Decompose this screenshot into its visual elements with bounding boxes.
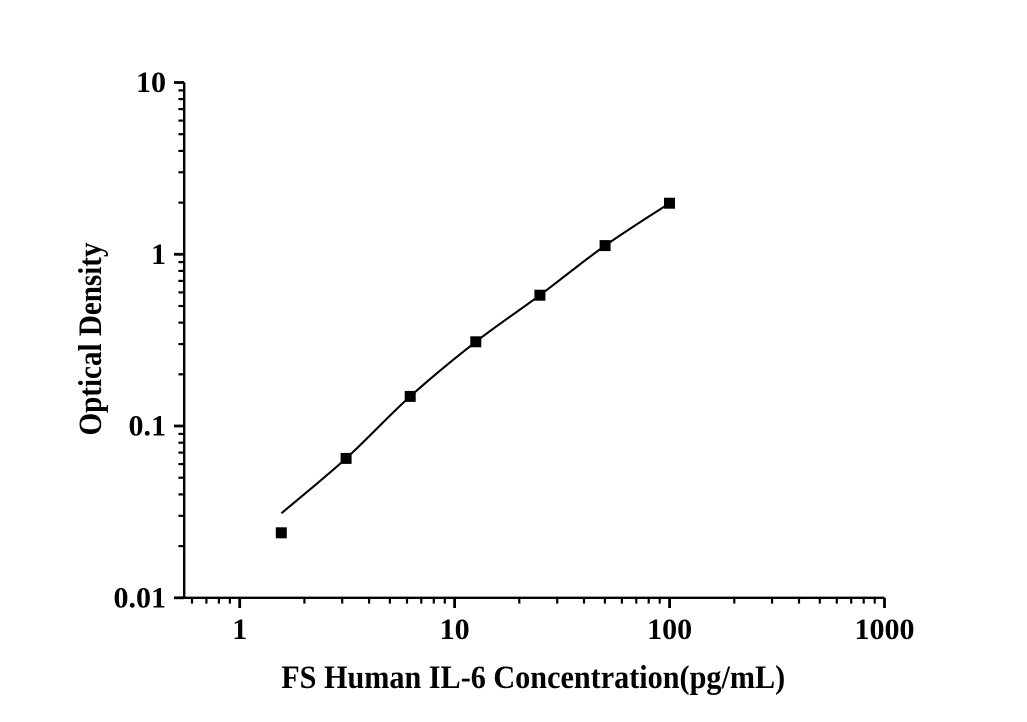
svg-text:1: 1: [232, 613, 247, 646]
svg-text:0.01: 0.01: [114, 581, 167, 614]
svg-text:Optical Density: Optical Density: [73, 242, 109, 435]
svg-text:10: 10: [136, 66, 166, 99]
svg-text:10: 10: [440, 613, 470, 646]
svg-text:1000: 1000: [855, 613, 915, 646]
svg-text:100: 100: [647, 613, 692, 646]
svg-text:0.1: 0.1: [129, 410, 167, 443]
svg-text:1: 1: [151, 238, 166, 271]
svg-text:FS Human IL-6 Concentration(pg: FS Human IL-6 Concentration(pg/mL): [281, 660, 785, 696]
